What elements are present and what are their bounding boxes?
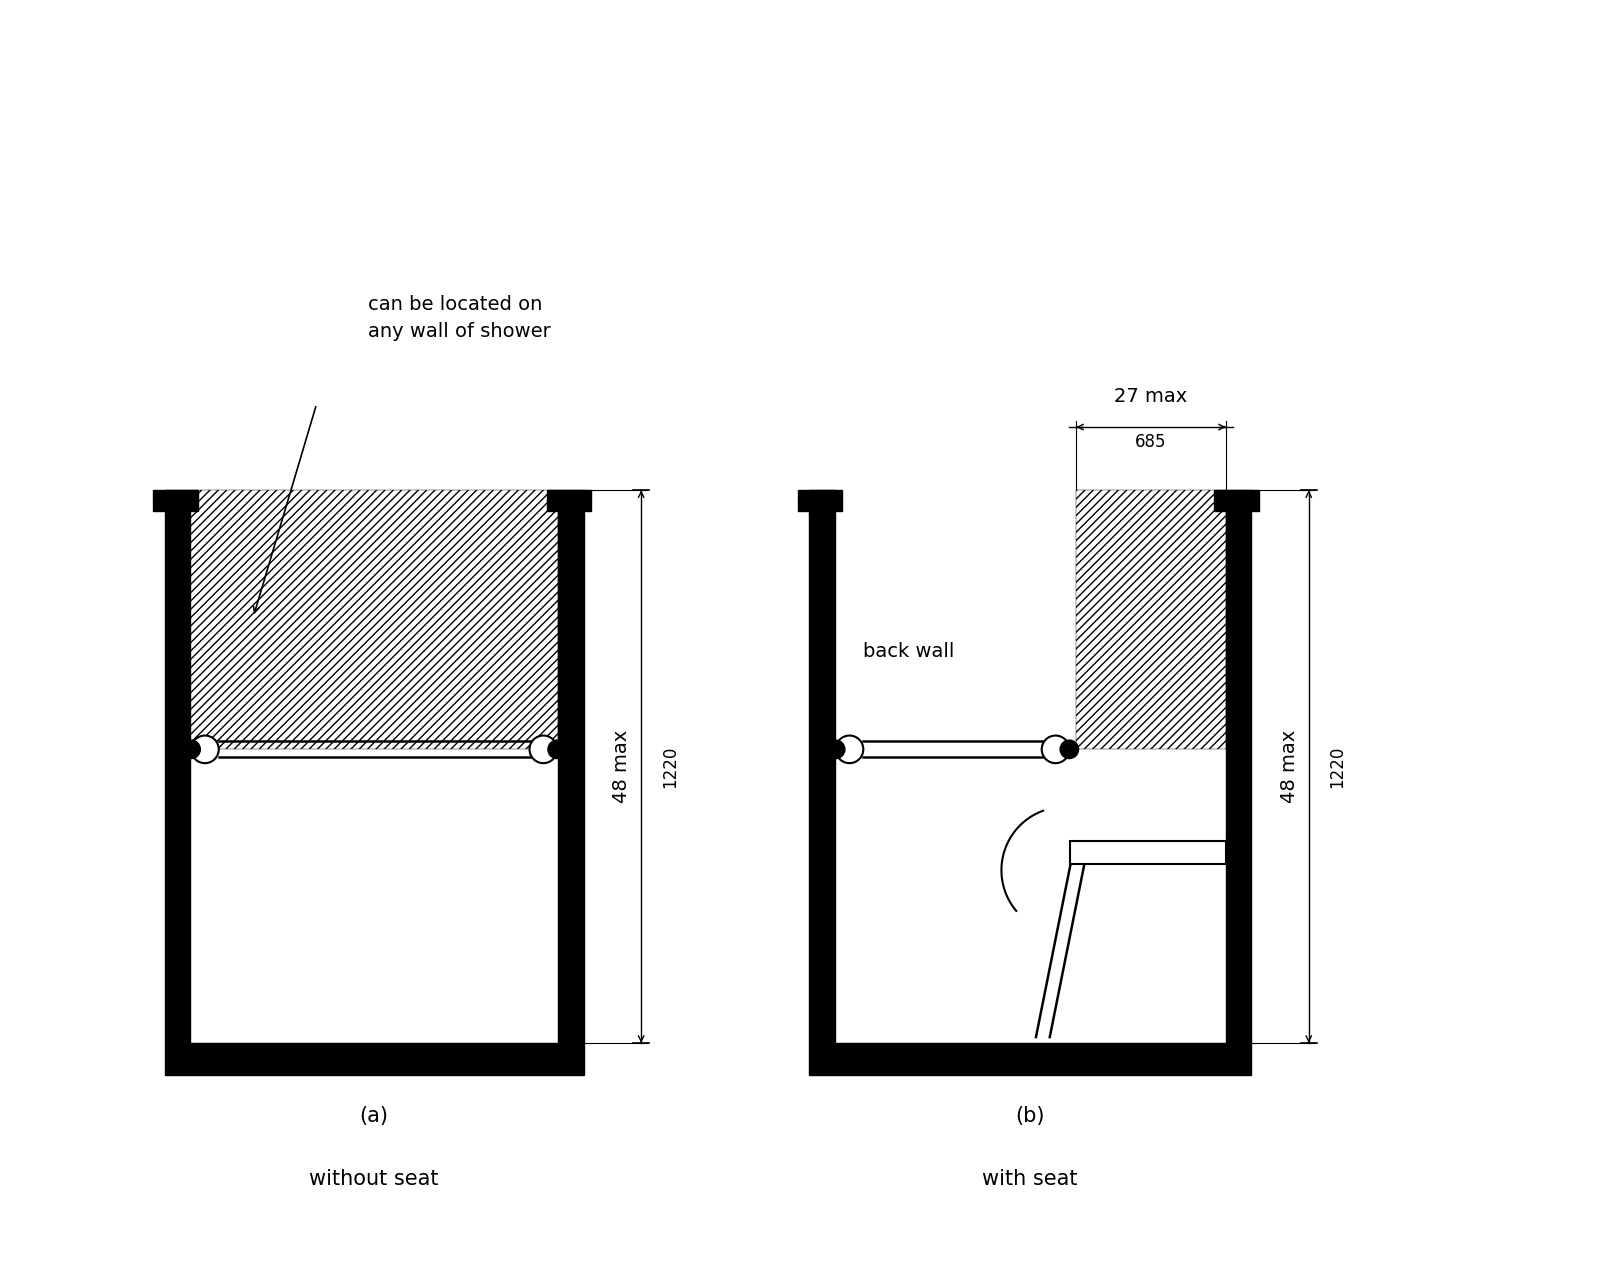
Text: (b): (b) xyxy=(1016,1106,1045,1126)
Bar xyxy=(1077,490,1226,749)
Circle shape xyxy=(827,740,845,759)
Bar xyxy=(1214,490,1259,511)
Circle shape xyxy=(190,736,219,763)
Circle shape xyxy=(1061,740,1078,759)
Circle shape xyxy=(835,736,864,763)
Bar xyxy=(165,490,190,1043)
Bar xyxy=(547,490,592,511)
Circle shape xyxy=(530,736,557,763)
Circle shape xyxy=(1042,736,1069,763)
Text: 685: 685 xyxy=(1136,433,1166,451)
Bar xyxy=(798,490,842,511)
Bar xyxy=(1070,841,1226,864)
Text: 1220: 1220 xyxy=(661,745,678,787)
Bar xyxy=(154,490,197,511)
Bar xyxy=(165,1043,584,1075)
Text: without seat: without seat xyxy=(309,1170,438,1189)
Text: 1220: 1220 xyxy=(1328,745,1347,787)
Bar xyxy=(1226,490,1251,1043)
Circle shape xyxy=(182,740,200,759)
Text: with seat: with seat xyxy=(982,1170,1078,1189)
Text: back wall: back wall xyxy=(864,643,955,660)
Circle shape xyxy=(547,740,566,759)
Text: can be located on
any wall of shower: can be located on any wall of shower xyxy=(368,296,550,340)
Text: 48 max: 48 max xyxy=(613,730,630,804)
Text: 27 max: 27 max xyxy=(1115,388,1187,406)
Text: 48 max: 48 max xyxy=(1280,730,1299,804)
Bar xyxy=(190,490,558,749)
Text: (a): (a) xyxy=(360,1106,389,1126)
Bar xyxy=(810,490,835,1043)
Bar xyxy=(558,490,584,1043)
Bar xyxy=(810,1043,1251,1075)
